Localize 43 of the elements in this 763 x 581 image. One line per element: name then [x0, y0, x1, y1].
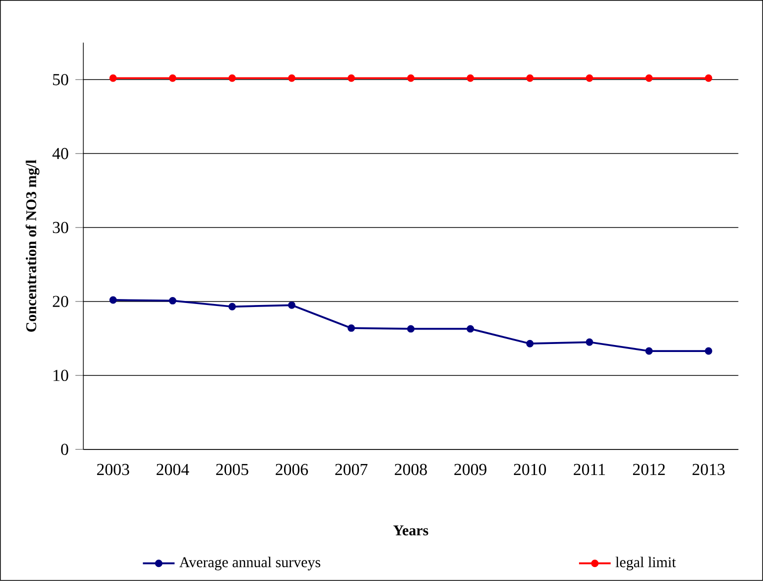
point	[288, 302, 296, 309]
y-tick-label: 30	[52, 222, 68, 234]
y-tick-label: 10	[54, 370, 68, 382]
x-tick-label: 2007	[335, 464, 368, 476]
x-tick-label: 2008	[394, 464, 427, 476]
y-tick-label: 40	[52, 148, 68, 160]
point	[586, 74, 594, 82]
legend-label: Average annual surveys	[179, 556, 320, 570]
point	[466, 74, 474, 82]
point	[288, 74, 296, 82]
point	[168, 74, 176, 82]
x-tick-label: 2012	[633, 464, 665, 476]
point	[407, 74, 415, 82]
point	[704, 74, 712, 82]
y-tick-label: 0	[61, 444, 68, 456]
point	[645, 347, 653, 355]
y-tick-label: 20	[52, 296, 68, 308]
point	[586, 338, 594, 346]
point	[466, 325, 474, 333]
point	[526, 340, 534, 348]
y-tick-label: 50	[53, 74, 68, 86]
y-axis-title: Concentration of NO3 mg/l	[26, 160, 40, 332]
x-tick-label: 2003	[97, 464, 130, 476]
point	[407, 325, 415, 333]
legend-label: legal limit	[616, 556, 676, 570]
point	[109, 74, 117, 82]
point	[348, 324, 355, 332]
point	[348, 74, 355, 82]
x-tick-label: 2010	[514, 464, 546, 476]
x-tick-label: 2004	[156, 464, 190, 476]
point	[526, 74, 534, 82]
x-axis-title: Years	[393, 526, 428, 536]
point	[228, 303, 236, 310]
x-tick-label: 2005	[216, 464, 248, 476]
x-tick-label: 2006	[276, 464, 308, 476]
point	[168, 297, 176, 305]
point	[645, 74, 653, 82]
point	[704, 347, 712, 355]
point	[109, 296, 117, 304]
x-tick-label: 2011	[574, 464, 605, 476]
point	[228, 74, 236, 82]
x-tick-label: 2013	[692, 464, 725, 476]
x-tick-label: 2009	[454, 464, 486, 476]
